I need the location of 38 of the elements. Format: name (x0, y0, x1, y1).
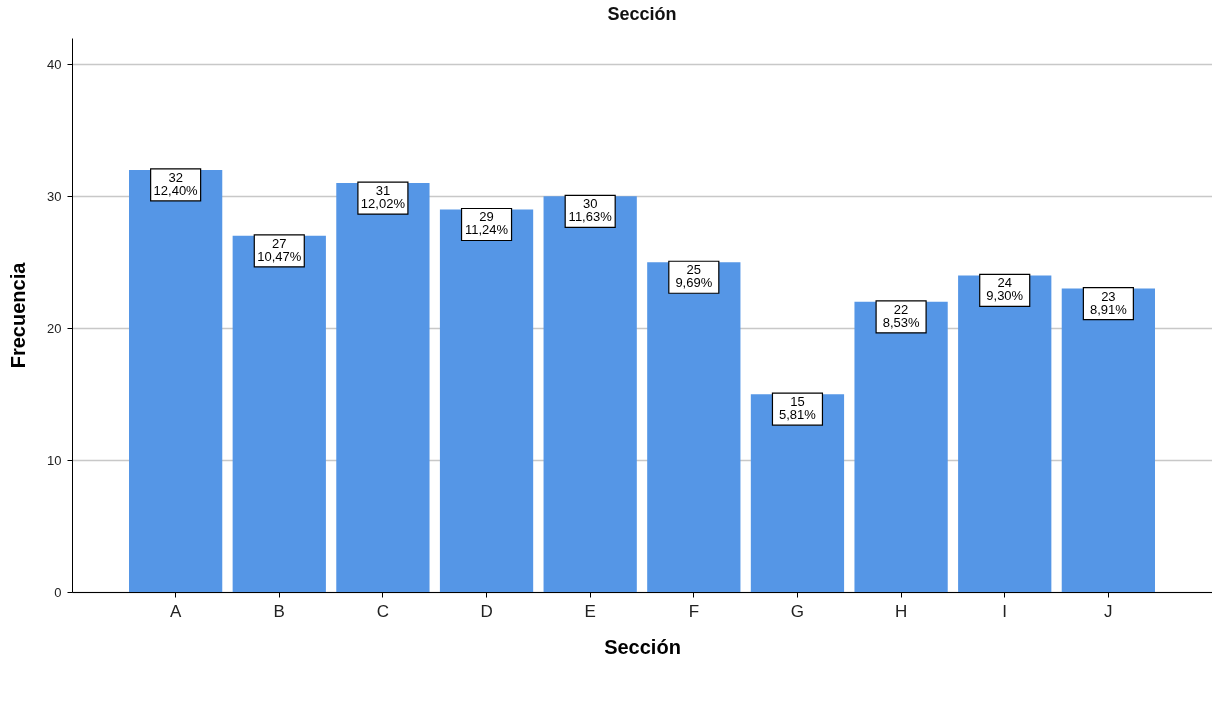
data-label: 31 12,02% (360, 183, 406, 212)
x-tick-label: C (376, 601, 390, 621)
bar (1061, 288, 1155, 592)
y-tick-label: 30 (47, 188, 62, 204)
x-tick-label: H (894, 601, 908, 621)
x-axis-title: Sección (604, 635, 681, 658)
y-axis-title: Frecuencia (7, 261, 30, 369)
x-tick-label: D (480, 601, 493, 621)
x-tick-label: G (790, 601, 805, 621)
bar (647, 262, 741, 592)
data-label: 29 11,24% (464, 209, 509, 238)
bar (958, 275, 1052, 592)
bar (439, 209, 534, 592)
data-label: 25 9,69% (675, 262, 713, 291)
x-tick-label: B (273, 601, 285, 621)
data-label: 30 11,63% (568, 196, 613, 225)
x-tick-label: E (584, 601, 596, 621)
chart-title: Sección (607, 4, 677, 24)
bar (750, 394, 845, 592)
bar (543, 196, 637, 592)
data-label: 22 8,53% (882, 301, 920, 330)
y-tick-label: 10 (47, 452, 62, 468)
y-tick-label: 40 (47, 56, 62, 72)
x-tick-label: F (688, 601, 700, 621)
bar (129, 169, 223, 592)
y-tick-label: 20 (47, 320, 62, 336)
y-tick-label: 0 (54, 584, 62, 600)
data-label: 27 10,47% (257, 235, 302, 264)
bar (336, 183, 430, 592)
data-label: 24 9,30% (986, 275, 1024, 304)
x-tick-label: I (1002, 601, 1008, 621)
data-label: 15 5,81% (779, 394, 817, 423)
x-tick-label: A (169, 601, 182, 621)
data-label: 23 8,91% (1089, 288, 1128, 317)
bar (854, 301, 948, 592)
bar (232, 235, 326, 592)
data-label: 32 12,40% (153, 169, 199, 198)
x-tick-label: J (1104, 601, 1113, 621)
